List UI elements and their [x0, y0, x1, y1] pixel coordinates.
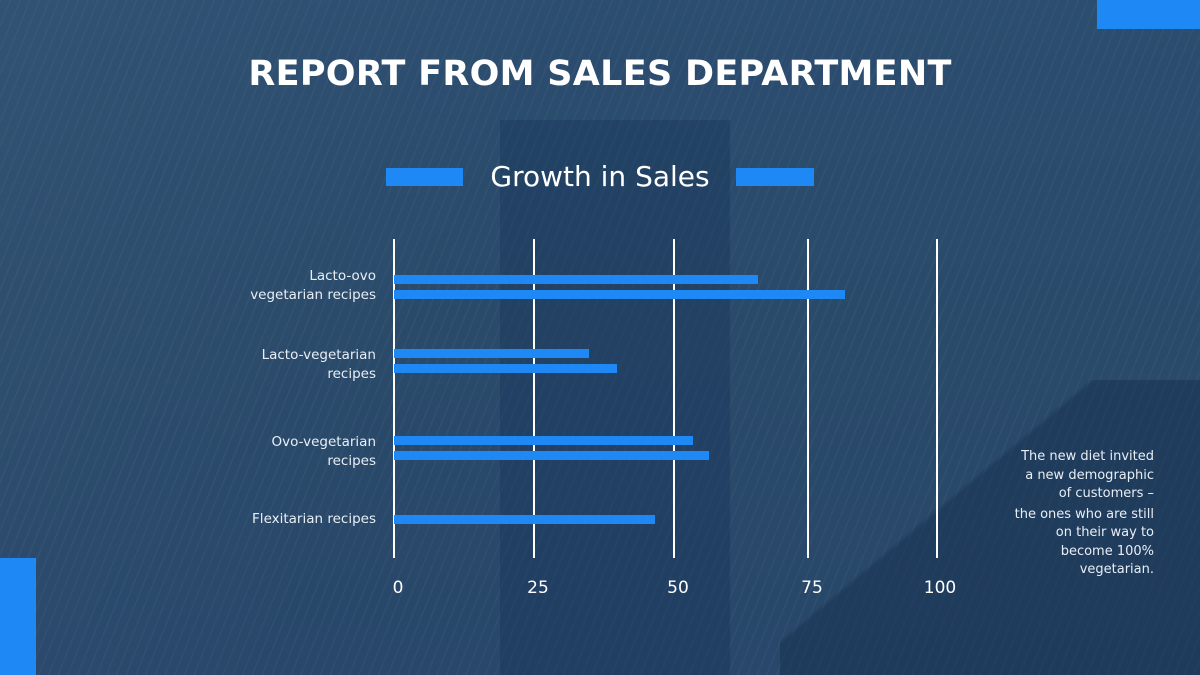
- slide-title: REPORT FROM SALES DEPARTMENT: [248, 54, 952, 94]
- bar: [394, 290, 845, 299]
- bar: [394, 275, 758, 284]
- category-label: Lacto-ovo vegetarian recipes: [250, 268, 376, 303]
- note-paragraph: The new diet invited a new demographic o…: [1021, 449, 1154, 501]
- x-tick-label: 75: [801, 578, 823, 598]
- chart-heading: Growth in Sales: [385, 160, 815, 196]
- gridline: [807, 239, 809, 558]
- background-building-shape: [780, 380, 1200, 675]
- gridline: [673, 239, 675, 558]
- gridline: [533, 239, 535, 558]
- side-note: The new diet invited a new demographic o…: [1010, 448, 1154, 580]
- bar: [394, 451, 709, 460]
- note-paragraph: the ones who are still on their way to b…: [1014, 506, 1154, 578]
- background-building-shape: [500, 120, 730, 675]
- heading-accent-bar-left: [386, 168, 463, 186]
- gridline: [936, 239, 938, 558]
- bar: [394, 515, 655, 524]
- bar: [394, 349, 590, 358]
- heading-accent-bar-right: [736, 168, 814, 186]
- gridline: [393, 239, 395, 558]
- accent-block-bottom-left: [0, 558, 36, 675]
- category-label: Lacto-vegetarian recipes: [261, 347, 376, 382]
- x-tick-label: 25: [527, 578, 549, 598]
- x-tick-label: 100: [923, 578, 957, 598]
- bar: [394, 364, 617, 373]
- bar: [394, 436, 693, 445]
- chart-title: Growth in Sales: [490, 160, 710, 193]
- category-label: Flexitarian recipes: [252, 511, 376, 527]
- accent-block-top-right: [1097, 0, 1200, 29]
- x-tick-label: 50: [667, 578, 689, 598]
- x-tick-label: 0: [392, 578, 404, 598]
- category-label: Ovo-vegetarian recipes: [271, 434, 377, 469]
